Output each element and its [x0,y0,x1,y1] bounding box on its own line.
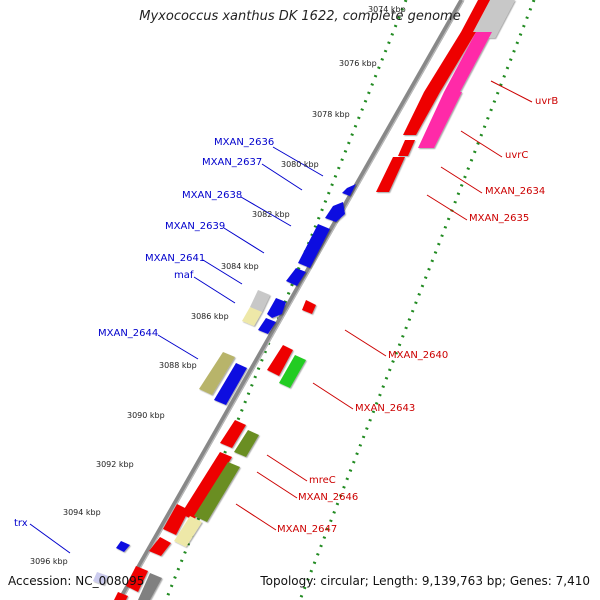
leader-mxan-2636 [272,146,324,177]
feature-mxan-2650 [114,592,128,600]
leader-uvrc [460,130,503,158]
tick-label: 3092 kbp [96,460,134,469]
gene-label-left: MXAN_2644 [98,328,158,339]
leader-mrec [266,454,308,482]
tick-label: 3096 kbp [30,557,68,566]
feature-trx-pale [93,572,108,585]
feature-mxan-2646 [181,452,232,520]
backbone-highlight [121,0,465,600]
feature-mxan-2640 [302,300,316,314]
leader-mxan-2639 [223,227,265,254]
feature-mxan-2642 [267,345,293,376]
leader-mxan-2644 [157,334,199,360]
feature-uvrb-upper [461,0,490,32]
leader-mxan-2646 [256,471,298,499]
feature-mxan-2638 [298,224,330,268]
tick-label: 3094 kbp [63,508,101,517]
genome-backbone [117,0,465,600]
genome-title: Myxococcus xanthus DK 1622, complete gen… [139,9,461,24]
feature-mxan-2643 [279,355,306,388]
gene-label-left: MXAN_2639 [165,221,225,232]
tick-label: 3080 kbp [281,160,319,169]
inner-dotted-ring [298,0,536,600]
gene-label-right: mreC [309,475,336,486]
gene-label-right: uvrB [535,96,558,107]
feature-mxan-2633 [466,0,515,38]
genome-summary: Topology: circular; Length: 9,139,763 bp… [260,574,590,588]
feature-mxan-2641b [258,318,276,334]
feature-mxan-2647 [163,504,189,535]
feature-uvrc-mag [418,92,462,148]
accession-text: Accession: NC_008095 [8,574,145,588]
gene-label-left: MXAN_2638 [182,190,242,201]
tick-label: 3088 kbp [159,361,197,370]
gene-label-right: MXAN_2647 [277,524,337,535]
feature-mxan-2641 [267,298,286,318]
gene-label-right: MXAN_2646 [298,492,358,503]
feature-mrec [234,430,259,457]
gene-label-right: MXAN_2635 [469,213,529,224]
feature-uvrb-mag [444,32,492,92]
leader-maf [193,276,236,304]
leader-mxan-2635 [426,194,468,221]
feature-mxan-2647-pale [174,516,202,547]
feature-trx [116,541,130,552]
leader-mxan-2637 [261,163,303,191]
tick-label: 3078 kbp [312,110,350,119]
gene-label-right: uvrC [505,150,528,161]
tick-label: 3090 kbp [127,411,165,420]
feature-maf [242,307,262,326]
tick-label: 3074 kbp [368,5,406,14]
feature-mxan-2649-grey [138,573,162,600]
feature-mxan-2644-blue [214,363,247,405]
tick-label: 3084 kbp [221,262,259,271]
feature-mxan-2634 [398,140,415,156]
leader-uvrb [490,80,533,103]
gene-label-right: MXAN_2634 [485,186,545,197]
gene-label-left: maf [174,270,194,281]
feature-maf-grey [250,290,270,312]
feature-mxan-2639 [286,268,306,286]
tick-label: 3086 kbp [191,312,229,321]
gene-label-right: MXAN_2640 [388,350,448,361]
feature-mxan-2635 [376,157,405,192]
leader-mxan-2638 [240,196,292,227]
leader-mxan-2647 [235,503,277,531]
gene-label-right: MXAN_2643 [355,403,415,414]
feature-mxan-2644 [199,352,235,395]
gene-label-left: MXAN_2636 [214,137,274,148]
feature-mxan-2648 [149,537,171,556]
feature-mxan-2636 [342,184,356,196]
tick-label: 3082 kbp [252,210,290,219]
tick-label: 3076 kbp [339,59,377,68]
feature-mxan-2637 [325,202,345,222]
leader-mxan-2643 [312,382,354,410]
gene-label-left: MXAN_2641 [145,253,205,264]
feature-mxan-2646-olive [194,462,240,522]
leader-trx [29,523,71,554]
leader-mxan-2641 [202,259,243,285]
feature-mxan-2645 [220,420,246,448]
feature-mxan-2649 [126,566,148,592]
leader-mxan-2634 [440,166,483,194]
feature-uvrc [403,92,440,135]
gene-label-left: trx [14,518,28,529]
leader-mxan-2640 [344,329,387,357]
feature-uvrb [424,32,476,92]
gene-label-left: MXAN_2637 [202,157,262,168]
